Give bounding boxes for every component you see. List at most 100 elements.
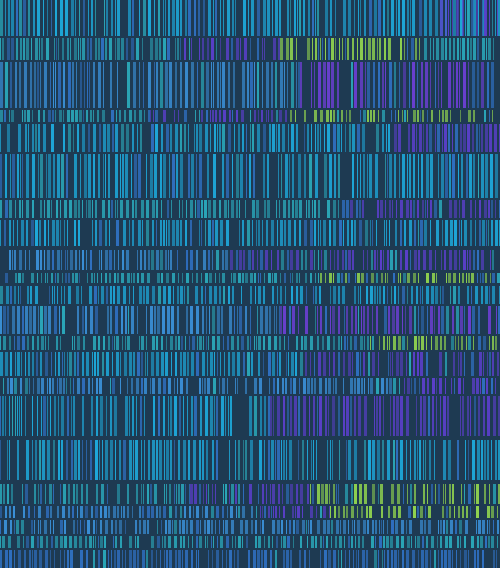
- stripe-line: [272, 536, 273, 548]
- stripe-line: [248, 550, 250, 568]
- stripe-line: [406, 352, 407, 376]
- stripe-line: [303, 396, 306, 436]
- stripe-line: [131, 378, 133, 394]
- stripe-line: [51, 200, 52, 218]
- stripe-line: [71, 110, 74, 122]
- stripe-line: [222, 124, 225, 152]
- stripe-line: [481, 286, 483, 304]
- stripe-line: [179, 520, 181, 534]
- stripe-line: [5, 200, 8, 218]
- stripe-line: [120, 378, 121, 394]
- stripe-line: [417, 110, 419, 122]
- stripe-line: [440, 336, 442, 350]
- stripe-line: [40, 520, 41, 534]
- stripe-line: [462, 396, 464, 436]
- stripe-line: [374, 550, 377, 568]
- stripe-line: [402, 550, 404, 568]
- stripe-line: [206, 306, 207, 334]
- stripe-line: [463, 124, 466, 152]
- stripe-line: [285, 286, 286, 304]
- stripe-line: [377, 250, 378, 270]
- stripe-line: [189, 484, 190, 504]
- stripe-line: [177, 286, 179, 304]
- stripe-line: [496, 550, 497, 568]
- stripe-line: [299, 273, 300, 283]
- stripe-line: [122, 250, 124, 270]
- stripe-line: [349, 124, 351, 152]
- stripe-line: [175, 38, 176, 60]
- stripe-line: [186, 250, 188, 270]
- stripe-line: [317, 124, 319, 152]
- stripe-line: [359, 200, 361, 218]
- stripe-line: [346, 306, 348, 334]
- stripe-line: [57, 154, 60, 198]
- stripe-line: [421, 550, 424, 568]
- stripe-line: [248, 0, 249, 36]
- stripe-line: [210, 352, 213, 376]
- stripe-line: [345, 273, 347, 283]
- stripe-line: [44, 200, 45, 218]
- stripe-line: [435, 286, 438, 304]
- stripe-line: [219, 124, 221, 152]
- stripe-line: [242, 220, 244, 246]
- stripe-line: [126, 200, 129, 218]
- stripe-line: [310, 520, 312, 534]
- stripe-line: [312, 38, 313, 60]
- stripe-line: [462, 0, 464, 36]
- stripe-line: [139, 286, 142, 304]
- stripe-line: [61, 396, 64, 436]
- stripe-line: [166, 124, 169, 152]
- stripe-line: [169, 154, 170, 198]
- stripe-line: [207, 352, 208, 376]
- stripe-line: [186, 378, 188, 394]
- stripe-line: [400, 396, 403, 436]
- stripe-line: [203, 250, 206, 270]
- stripe-line: [37, 273, 38, 283]
- stripe-line: [117, 200, 118, 218]
- stripe-line: [466, 154, 468, 198]
- stripe-line: [488, 306, 491, 334]
- stripe-line: [119, 110, 121, 122]
- stripe-line: [187, 286, 189, 304]
- stripe-line: [327, 440, 328, 480]
- stripe-line: [93, 110, 94, 122]
- stripe-line: [127, 336, 130, 350]
- stripe-line: [279, 110, 282, 122]
- stripe-line: [458, 352, 459, 376]
- stripe-line: [382, 62, 384, 108]
- stripe-line: [327, 520, 330, 534]
- stripe-line: [26, 536, 29, 548]
- stripe-line: [212, 306, 215, 334]
- stripe-line: [356, 352, 359, 376]
- stripe-line: [460, 550, 461, 568]
- stripe-line: [232, 352, 235, 376]
- stripe-line: [98, 286, 99, 304]
- stripe-line: [413, 273, 416, 283]
- stripe-line: [33, 0, 35, 36]
- stripe-line: [217, 306, 220, 334]
- stripe-line: [367, 110, 369, 122]
- stripe-line: [332, 396, 335, 436]
- stripe-line: [34, 506, 35, 518]
- stripe-line: [288, 200, 290, 218]
- stripe-line: [260, 506, 261, 518]
- stripe-line: [104, 506, 107, 518]
- stripe-line: [148, 440, 150, 480]
- stripe-line: [329, 352, 330, 376]
- stripe-line: [360, 62, 363, 108]
- stripe-line: [7, 378, 9, 394]
- stripe-line: [361, 273, 364, 283]
- stripe-line: [354, 220, 356, 246]
- stripe-line: [469, 154, 472, 198]
- stripe-line: [18, 286, 19, 304]
- stripe-line: [181, 336, 183, 350]
- stripe-line: [216, 506, 219, 518]
- stripe-line: [445, 484, 446, 504]
- stripe-line: [137, 352, 140, 376]
- stripe-line: [243, 484, 244, 504]
- stripe-line: [138, 220, 141, 246]
- stripe-line: [205, 124, 208, 152]
- stripe-line: [394, 62, 396, 108]
- stripe-line: [98, 536, 99, 548]
- stripe-line: [487, 62, 489, 108]
